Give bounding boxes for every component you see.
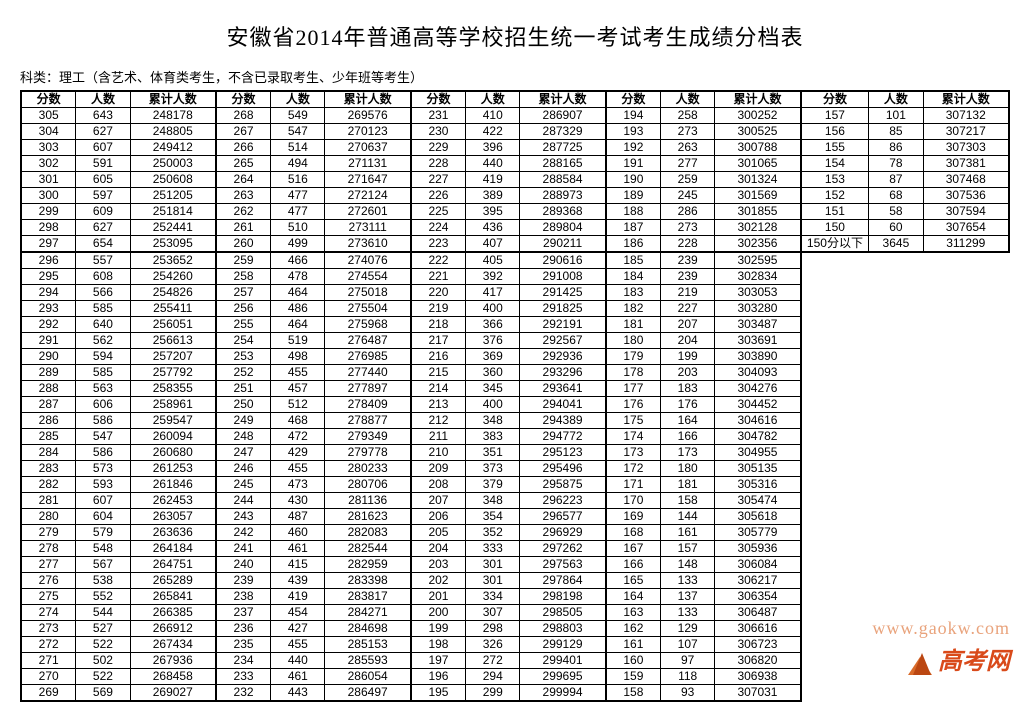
table-row: 2905942572072534982769852163692929361791… xyxy=(21,349,1009,365)
table-row: 2705222684582334612860541962942996951591… xyxy=(21,669,1009,685)
table-row: 2965572536522594662740762224052906161852… xyxy=(21,252,1009,269)
table-row: 2986272524412615102731112244362898041872… xyxy=(21,220,1009,236)
col-header-cumulative: 累计人数 xyxy=(130,91,216,108)
table-row: 2935852554112564862755042194002918251822… xyxy=(21,301,1009,317)
table-row: 2845862606802474292797782103512951231731… xyxy=(21,445,1009,461)
col-header-score: 分数 xyxy=(216,91,271,108)
table-row: 2876062589612505122784092134002940411761… xyxy=(21,397,1009,413)
col-header-count: 人数 xyxy=(466,91,520,108)
col-header-count: 人数 xyxy=(271,91,325,108)
table-row: 2806042630572434872816232063542965771691… xyxy=(21,509,1009,525)
table-row: 3005972512052634772721242263892889731892… xyxy=(21,188,1009,204)
table-row: 2945662548262574642750182204172914251832… xyxy=(21,285,1009,301)
table-header-row: 分数人数累计人数分数人数累计人数分数人数累计人数分数人数累计人数分数人数累计人数 xyxy=(21,91,1009,108)
table-row: 3036072494122665142706372293962877251922… xyxy=(21,140,1009,156)
table-body: 3056432481782685492695762314102869071942… xyxy=(21,108,1009,702)
col-header-cumulative: 累计人数 xyxy=(325,91,411,108)
subject-line: 科类：理工（含艺术、体育类考生，不含已录取考生、少年班等考生） xyxy=(20,67,1010,86)
table-row: 2725222674342354552851531983262991291611… xyxy=(21,637,1009,653)
table-row: 2735272669122364272846981992982988031621… xyxy=(21,621,1009,637)
col-header-cumulative: 累计人数 xyxy=(715,91,801,108)
col-header-count: 人数 xyxy=(76,91,130,108)
table-row: 3016052506082645162716472274192885841902… xyxy=(21,172,1009,188)
col-header-score: 分数 xyxy=(411,91,466,108)
col-header-score: 分数 xyxy=(606,91,661,108)
table-row: 2835732612532464552802332093732954961721… xyxy=(21,461,1009,477)
col-header-cumulative: 累计人数 xyxy=(520,91,606,108)
col-header-count: 人数 xyxy=(661,91,715,108)
score-table: 分数人数累计人数分数人数累计人数分数人数累计人数分数人数累计人数分数人数累计人数… xyxy=(20,90,1010,702)
table-row: 2745442663852374542842712003072985051631… xyxy=(21,605,1009,621)
table-row: 2885632583552514572778972143452936411771… xyxy=(21,381,1009,397)
table-row: 2825932618462454732807062083792958751711… xyxy=(21,477,1009,493)
table-row: 2855472600942484722793492113832947721741… xyxy=(21,429,1009,445)
table-row: 2795792636362424602820832053522969291681… xyxy=(21,525,1009,541)
table-row: 2765382652892394392833982023012978641651… xyxy=(21,573,1009,589)
table-row: 2785482641842414612825442043332972621671… xyxy=(21,541,1009,557)
col-header-count: 人数 xyxy=(869,91,923,108)
table-row: 2755522658412384192838172013342981981641… xyxy=(21,589,1009,605)
table-row: 2865862595472494682788772123482943891751… xyxy=(21,413,1009,429)
table-row: 2775672647512404152829592033012975631661… xyxy=(21,557,1009,573)
table-row: 2996092518142624772726012253952893681882… xyxy=(21,204,1009,220)
table-row: 3046272488052675472701232304222873291932… xyxy=(21,124,1009,140)
table-row: 2926402560512554642759682183662921911812… xyxy=(21,317,1009,333)
table-row: 3056432481782685492695762314102869071942… xyxy=(21,108,1009,124)
col-header-score: 分数 xyxy=(21,91,76,108)
table-row: 2816072624532444302811362073482962231701… xyxy=(21,493,1009,509)
table-row: 2895852577922524552774402153602932961782… xyxy=(21,365,1009,381)
col-header-score: 分数 xyxy=(801,91,869,108)
table-row: 2695692690272324432864971952992999941589… xyxy=(21,685,1009,702)
col-header-cumulative: 累计人数 xyxy=(923,91,1009,108)
table-row: 3025912500032654942711312284402881651912… xyxy=(21,156,1009,172)
table-row: 2915622566132545192764872173762925671802… xyxy=(21,333,1009,349)
page-title: 安徽省2014年普通高等学校招生统一考试考生成绩分档表 xyxy=(20,20,1010,52)
table-row: 2715022679362344402855931972722994011609… xyxy=(21,653,1009,669)
table-row: 2956082542602584782745542213922910081842… xyxy=(21,269,1009,285)
table-row: 2976542530952604992736102234072902111862… xyxy=(21,236,1009,253)
